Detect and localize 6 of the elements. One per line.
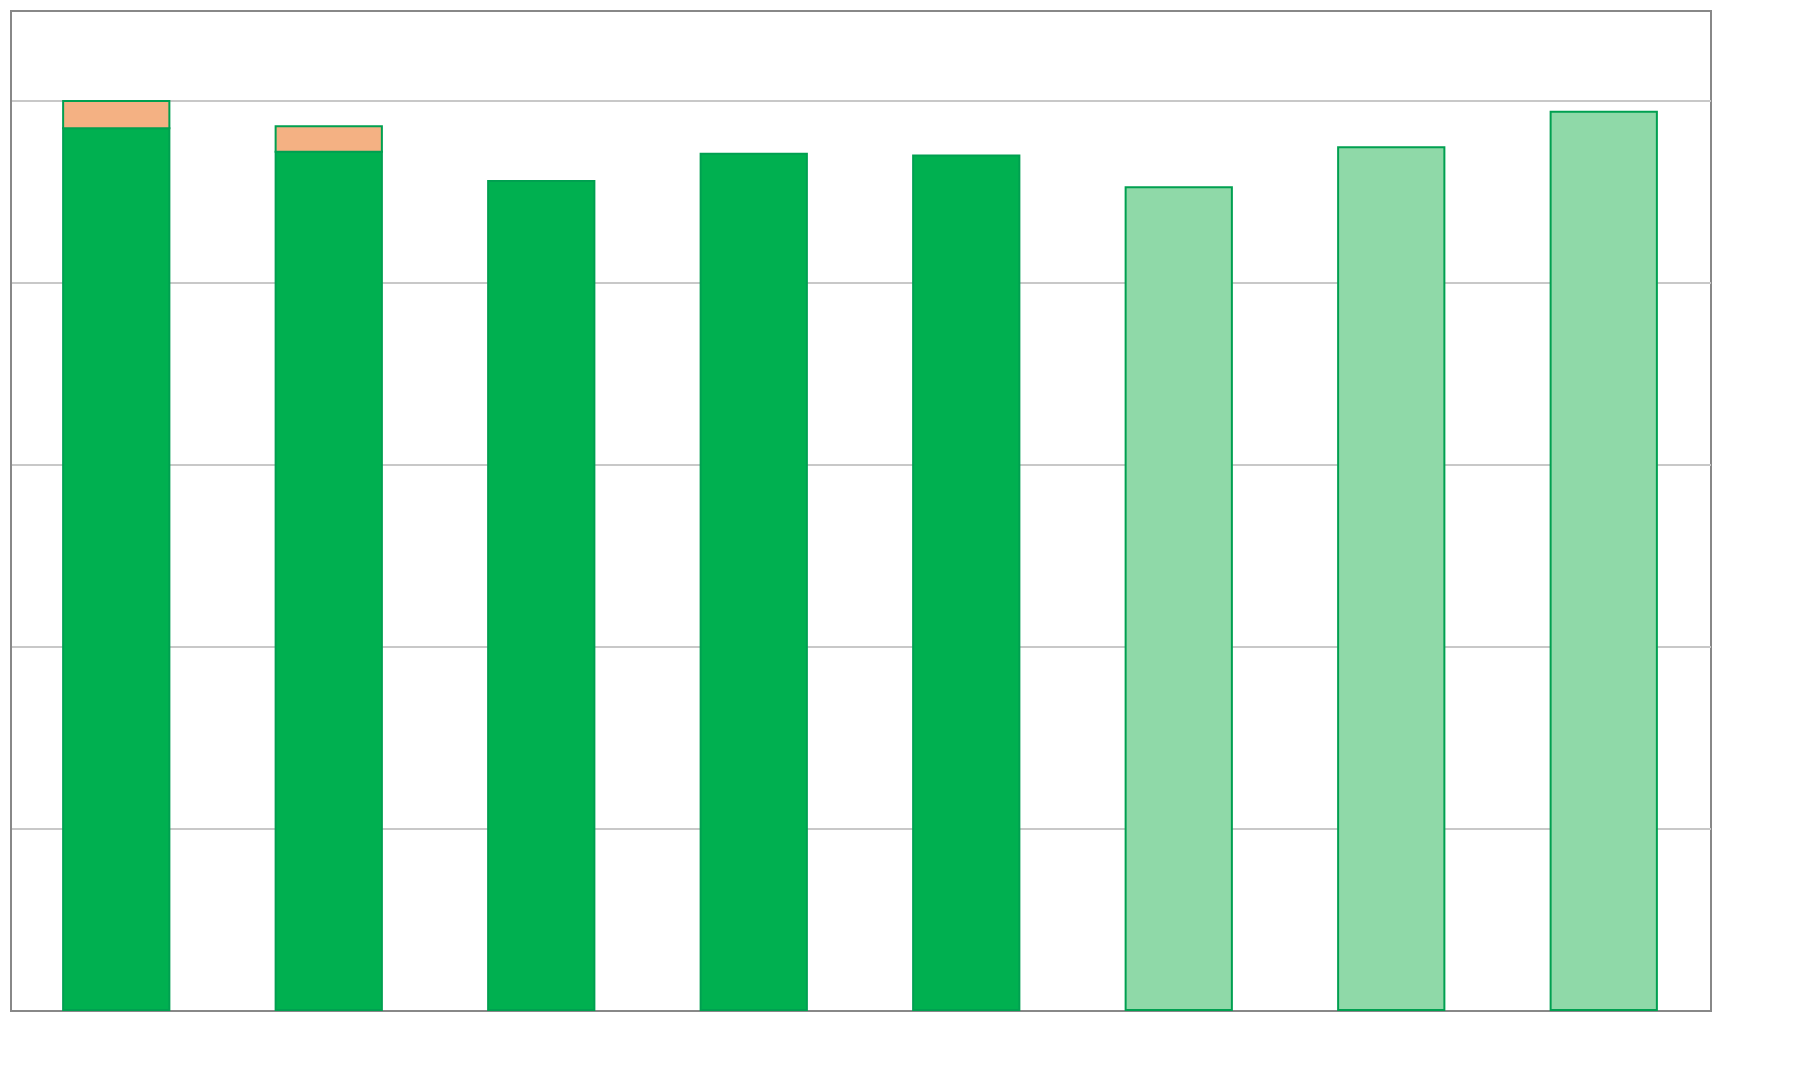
bar xyxy=(1337,146,1446,1011)
bar xyxy=(1549,110,1658,1011)
bar xyxy=(487,179,596,1011)
bar xyxy=(699,152,808,1011)
bar xyxy=(912,154,1021,1011)
bar xyxy=(1124,186,1233,1011)
